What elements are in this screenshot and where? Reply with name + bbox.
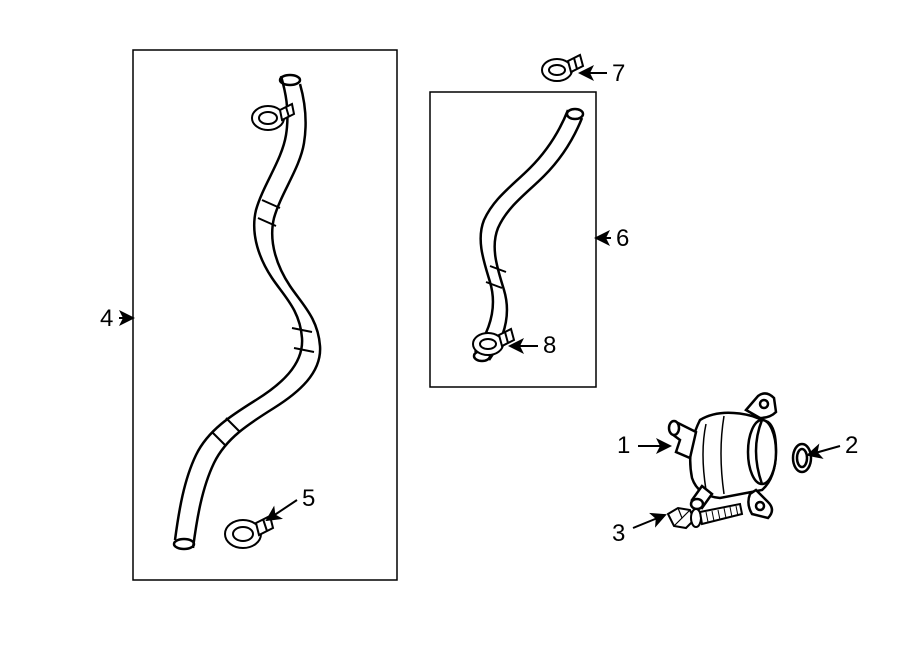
callout-label-7: 7 — [612, 60, 625, 88]
part-clamp-5 — [225, 516, 273, 548]
callout-label-2: 2 — [845, 432, 858, 460]
part-clamp-8 — [473, 329, 514, 355]
callout-label-5: 5 — [302, 485, 315, 513]
arrow-3 — [633, 515, 665, 528]
part-pump-1 — [669, 393, 776, 518]
arrow-5 — [267, 500, 297, 520]
part-hose-4 — [174, 75, 320, 549]
callout-label-6: 6 — [616, 225, 629, 253]
callout-label-4: 4 — [100, 305, 113, 333]
part-oring-2 — [793, 444, 811, 472]
part-bolt-3 — [668, 504, 742, 528]
arrow-2 — [808, 446, 840, 455]
callout-label-8: 8 — [543, 332, 556, 360]
part-clamp-7 — [542, 55, 583, 81]
diagram-svg — [0, 0, 900, 662]
callout-label-1: 1 — [617, 432, 630, 460]
callout-label-3: 3 — [612, 520, 625, 548]
parts-diagram: 1 2 3 4 5 6 7 8 — [0, 0, 900, 662]
part-hose-6 — [474, 109, 583, 361]
group-box-6 — [430, 92, 596, 387]
